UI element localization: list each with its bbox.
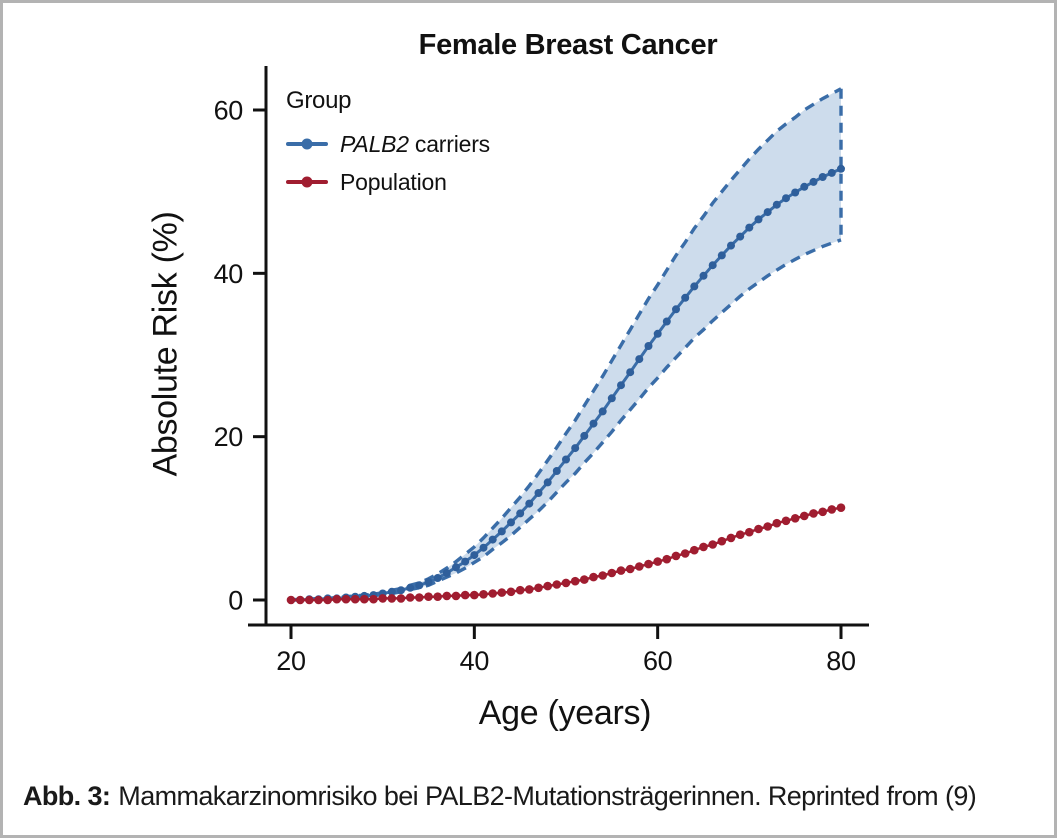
y-tick-label: 0 <box>228 586 243 616</box>
y-tick-label: 20 <box>214 422 243 452</box>
caption-prefix: Abb. 3: <box>23 781 111 811</box>
legend-item-population: Population <box>286 163 490 201</box>
x-axis-label: Age (years) <box>478 694 652 732</box>
legend-item-label: PALB2 carriers <box>340 130 490 157</box>
legend: Group PALB2 carriers Population <box>286 87 490 201</box>
caption-text: Mammakarzinomrisiko bei PALB2-Mutationst… <box>118 781 977 811</box>
chart-title: Female Breast Cancer <box>418 29 718 61</box>
x-tick-label: 20 <box>276 646 305 676</box>
y-tick-label: 60 <box>214 96 243 126</box>
y-axis-label: Absolute Risk (%) <box>146 211 185 477</box>
chart-plot: 0 20 40 60 20 40 60 80 <box>214 66 869 676</box>
legend-item-label: Population <box>340 168 447 195</box>
legend-item-palb2-carriers: PALB2 carriers <box>286 125 490 163</box>
figure-caption: Abb. 3: Mammakarzinomrisiko bei PALB2-Mut… <box>23 781 1043 812</box>
population-dots <box>286 503 846 605</box>
palb2-line-dot-marker-icon <box>286 137 328 151</box>
x-tick-label: 60 <box>643 646 672 676</box>
x-tick-label: 80 <box>826 646 855 676</box>
y-tick-label: 40 <box>214 259 243 289</box>
band-lower-line <box>291 238 842 602</box>
population-line-dot-marker-icon <box>286 175 328 189</box>
x-tick-label: 40 <box>460 646 489 676</box>
legend-title: Group <box>286 87 352 114</box>
